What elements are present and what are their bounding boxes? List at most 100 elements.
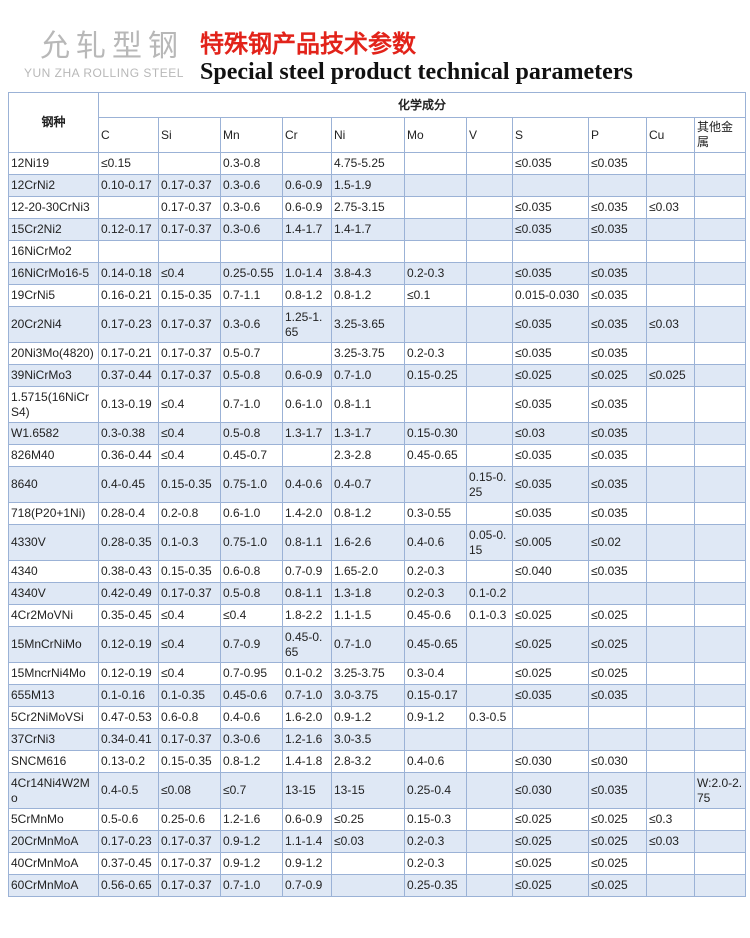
composition-cell: ≤0.035 [588,502,647,525]
table-row: 16NiCrMo2 [8,240,747,263]
steel-grade-cell: 4Cr2MoVNi [8,604,99,627]
composition-cell: 0.17-0.37 [158,852,221,875]
composition-cell: 0.8-1.2 [282,284,332,307]
composition-cell [646,466,695,503]
steel-grade-cell: 1.5715(16NiCrS4) [8,386,99,423]
composition-cell: 0.28-0.4 [98,502,159,525]
composition-cell [693,152,747,175]
table-row: 8640 0.4-0.45 0.15-0.35 0.75-1.0 0.4-0.6 0.4-… [8,466,747,503]
composition-cell [331,852,405,875]
composition-cell: 0.3-0.6 [220,728,283,751]
composition-cell [404,728,467,751]
table-row: 20CrMnMoA 0.17-0.23 0.17-0.37 0.9-1.2 1.1-1.… [8,830,747,853]
composition-cell: 0.3-0.6 [220,306,283,343]
table-row: 15MncrNi4Mo 0.12-0.19 ≤0.4 0.7-0.95 0.1-0.2 3… [8,662,747,685]
composition-cell: ≤0.025 [588,364,647,387]
composition-cell: ≤0.035 [588,306,647,343]
steel-grade-cell: 12-20-30CrNi3 [8,196,99,219]
composition-cell [466,560,513,583]
composition-cell: 0.15-0.3 [404,808,467,831]
composition-cell: 0.17-0.37 [158,306,221,343]
composition-cell [466,772,513,809]
composition-cell: 0.15-0.25 [466,466,513,503]
steel-grade-cell: 4Cr14Ni4W2Mo [8,772,99,809]
composition-cell [466,284,513,307]
composition-cell [646,284,695,307]
composition-cell: 0.1-0.3 [158,524,221,561]
composition-cell: 0.17-0.37 [158,364,221,387]
column-header: C [98,117,159,153]
composition-cell: 0.7-1.0 [220,874,283,897]
table-row: 19CrNi5 0.16-0.21 0.15-0.35 0.7-1.1 0.8-1.2 0… [8,284,747,307]
composition-cell: 0.5-0.8 [220,582,283,605]
composition-cell: ≤0.035 [588,684,647,707]
composition-cell: 0.1-0.2 [282,662,332,685]
composition-cell [693,364,747,387]
composition-cell [404,218,467,241]
column-header: S [512,117,589,153]
composition-cell: ≤0.035 [588,284,647,307]
composition-cell: 0.25-0.4 [404,772,467,809]
composition-cell: 0.4-0.45 [98,466,159,503]
composition-cell [98,240,159,263]
composition-cell: ≤0.035 [512,342,589,365]
steel-grade-cell: 4340V [8,582,99,605]
composition-cell [588,706,647,729]
table-row: 4330V 0.28-0.35 0.1-0.3 0.75-1.0 0.8-1.1 1.6-… [8,524,747,561]
composition-cell: 0.4-0.6 [282,466,332,503]
composition-cell: 0.4-0.7 [331,466,405,503]
composition-cell: ≤0.035 [588,152,647,175]
composition-cell: ≤0.4 [220,604,283,627]
composition-cell [693,560,747,583]
composition-cell: ≤0.4 [158,386,221,423]
composition-cell: 0.15-0.30 [404,422,467,445]
composition-cell: ≤0.025 [512,808,589,831]
composition-cell [331,240,405,263]
composition-cell [646,240,695,263]
composition-cell: 0.4-0.6 [404,750,467,773]
composition-cell: ≤0.03 [331,830,405,853]
composition-cell: ≤0.025 [646,364,695,387]
composition-cell [693,852,747,875]
composition-cell [646,582,695,605]
composition-cell: 0.6-1.0 [282,386,332,423]
composition-cell: ≤0.025 [512,874,589,897]
table-row: 39NiCrMo3 0.37-0.44 0.17-0.37 0.5-0.8 0.6-0.… [8,364,747,387]
steel-grade-cell: 718(P20+1Ni) [8,502,99,525]
composition-cell: 0.17-0.37 [158,218,221,241]
table-row: 37CrNi3 0.34-0.41 0.17-0.37 0.3-0.6 1.2-1.6 3… [8,728,747,751]
column-header: Ni [331,117,405,153]
composition-cell: ≤0.035 [512,218,589,241]
composition-cell: 0.7-1.0 [220,386,283,423]
composition-cell: ≤0.03 [512,422,589,445]
composition-cell: ≤0.005 [512,524,589,561]
composition-cell: ≤0.025 [512,364,589,387]
composition-cell: 0.15-0.35 [158,284,221,307]
composition-cell: 0.36-0.44 [98,444,159,467]
composition-cell [693,662,747,685]
steel-grade-cell: 20CrMnMoA [8,830,99,853]
composition-cell [404,240,467,263]
composition-cell: 1.4-1.8 [282,750,332,773]
composition-cell: ≤0.08 [158,772,221,809]
composition-cell: 0.6-0.8 [220,560,283,583]
composition-cell [404,152,467,175]
composition-cell: ≤0.030 [588,750,647,773]
composition-cell: ≤0.025 [512,662,589,685]
composition-cell [693,830,747,853]
table-row: 12CrNi2 0.10-0.17 0.17-0.37 0.3-0.6 0.6-0.9 1… [8,174,747,197]
page-title-chinese: 特殊钢产品技术参数 [200,29,416,58]
composition-cell [512,728,589,751]
composition-cell: 0.14-0.18 [98,262,159,285]
composition-cell: 1.2-1.6 [220,808,283,831]
composition-cell: 0.45-0.6 [220,684,283,707]
table-row: 20Cr2Ni4 0.17-0.23 0.17-0.37 0.3-0.6 1.25-1.… [8,306,747,343]
composition-cell [646,502,695,525]
composition-cell: ≤0.035 [588,422,647,445]
composition-cell: ≤0.035 [588,466,647,503]
composition-cell: 0.15-0.35 [158,466,221,503]
composition-cell: 0.34-0.41 [98,728,159,751]
composition-cell: 1.1-1.4 [282,830,332,853]
composition-cell [404,466,467,503]
composition-cell: ≤0.3 [646,808,695,831]
